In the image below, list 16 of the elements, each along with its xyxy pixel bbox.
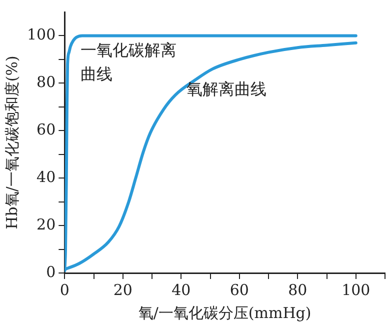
y-tick-label: 60 [36,120,56,139]
y-tick-label: 40 [36,168,56,186]
series-label: 氧解离曲线 [186,80,266,99]
x-axis-title: 氧/一氧化碳分压(mmHg) [138,304,312,322]
y-tick-label: 20 [36,215,56,234]
x-tick-label: 80 [288,280,308,299]
x-tick-label: 60 [230,280,249,299]
y-axis-title: Hb氧/一氧化碳饱和度(%) [2,56,21,230]
y-tick-label: 100 [26,26,56,44]
x-tick-label: 0 [60,280,70,299]
y-tick-label: 80 [36,73,56,92]
series-label: 一氧化碳解离曲线 [80,40,177,84]
x-tick-label: 20 [113,280,132,299]
x-tick-label: 40 [172,280,191,299]
x-tick-label: 100 [342,280,370,299]
y-tick-label: 0 [46,262,56,281]
